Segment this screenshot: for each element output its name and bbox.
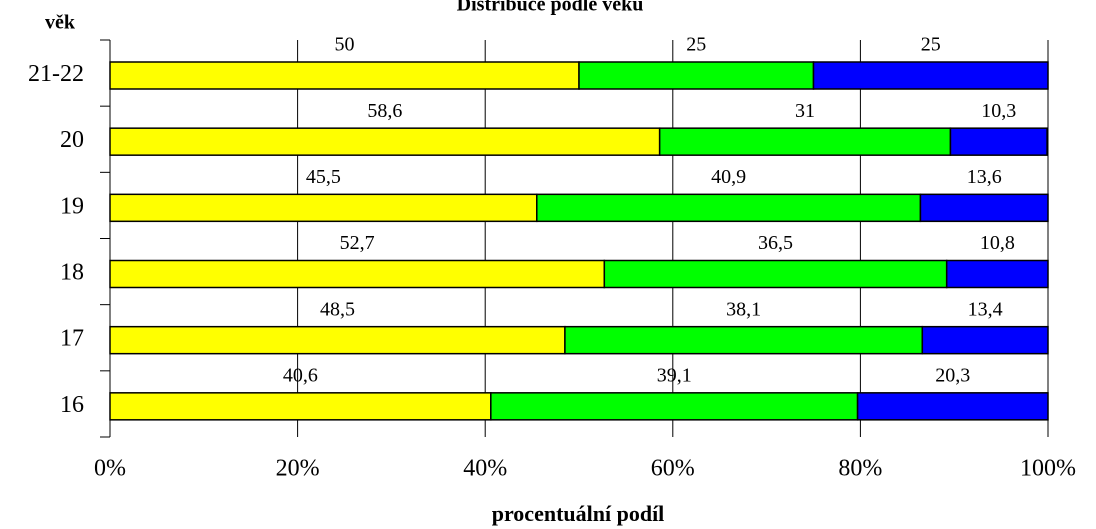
bar-segment bbox=[919, 193, 1049, 223]
data-label: 39,1 bbox=[657, 364, 692, 386]
bar-segment bbox=[109, 392, 492, 421]
bar-segment bbox=[109, 61, 580, 90]
bar-segment bbox=[490, 392, 859, 421]
y-tick-label: 17 bbox=[60, 326, 84, 352]
data-label: 10,3 bbox=[981, 100, 1016, 122]
bar-segment bbox=[949, 127, 1048, 156]
y-tick-label: 20 bbox=[60, 127, 84, 153]
data-label: 13,6 bbox=[967, 166, 1002, 188]
bar-segment bbox=[856, 392, 1049, 421]
chart-title: Distribuce podle věku bbox=[457, 0, 644, 16]
data-label: 13,4 bbox=[968, 298, 1003, 320]
bar-segment bbox=[109, 193, 538, 223]
bar-segment bbox=[578, 61, 815, 90]
data-label: 40,6 bbox=[283, 364, 318, 386]
y-tick-label: 18 bbox=[60, 260, 84, 286]
bar-segment bbox=[109, 127, 661, 156]
data-label: 52,7 bbox=[340, 232, 375, 254]
bar-segment bbox=[109, 325, 566, 355]
data-label: 50 bbox=[335, 34, 355, 56]
data-label: 25 bbox=[921, 34, 941, 56]
data-label: 58,6 bbox=[367, 100, 402, 122]
bar-segment bbox=[603, 259, 948, 289]
x-tick-label: 80% bbox=[838, 456, 882, 482]
y-axis-label: věk bbox=[45, 12, 76, 34]
x-tick-label: 100% bbox=[1020, 456, 1076, 482]
data-label: 48,5 bbox=[320, 298, 355, 320]
bar-segment bbox=[109, 259, 606, 289]
x-tick-label: 20% bbox=[276, 456, 320, 482]
data-label: 31 bbox=[795, 100, 815, 122]
bar-segment bbox=[945, 259, 1049, 289]
data-label: 25 bbox=[686, 34, 706, 56]
bar-segment bbox=[812, 61, 1049, 90]
x-tick-label: 0% bbox=[94, 456, 126, 482]
bar-segment bbox=[536, 193, 922, 223]
data-label: 20,3 bbox=[935, 364, 970, 386]
y-tick-label: 19 bbox=[60, 193, 84, 219]
data-label: 45,5 bbox=[306, 166, 341, 188]
data-label: 10,8 bbox=[980, 232, 1015, 254]
bar-segment bbox=[921, 325, 1049, 355]
data-label: 38,1 bbox=[726, 298, 761, 320]
x-axis-label: procentuální podíl bbox=[492, 501, 665, 526]
y-tick-label: 16 bbox=[60, 392, 84, 418]
bar-segment bbox=[564, 325, 924, 355]
x-tick-label: 60% bbox=[651, 456, 695, 482]
data-label: 40,9 bbox=[711, 166, 746, 188]
data-label: 36,5 bbox=[758, 232, 793, 254]
bar-segment bbox=[658, 127, 952, 156]
y-tick-label: 21-22 bbox=[28, 61, 84, 87]
x-tick-label: 40% bbox=[463, 456, 507, 482]
